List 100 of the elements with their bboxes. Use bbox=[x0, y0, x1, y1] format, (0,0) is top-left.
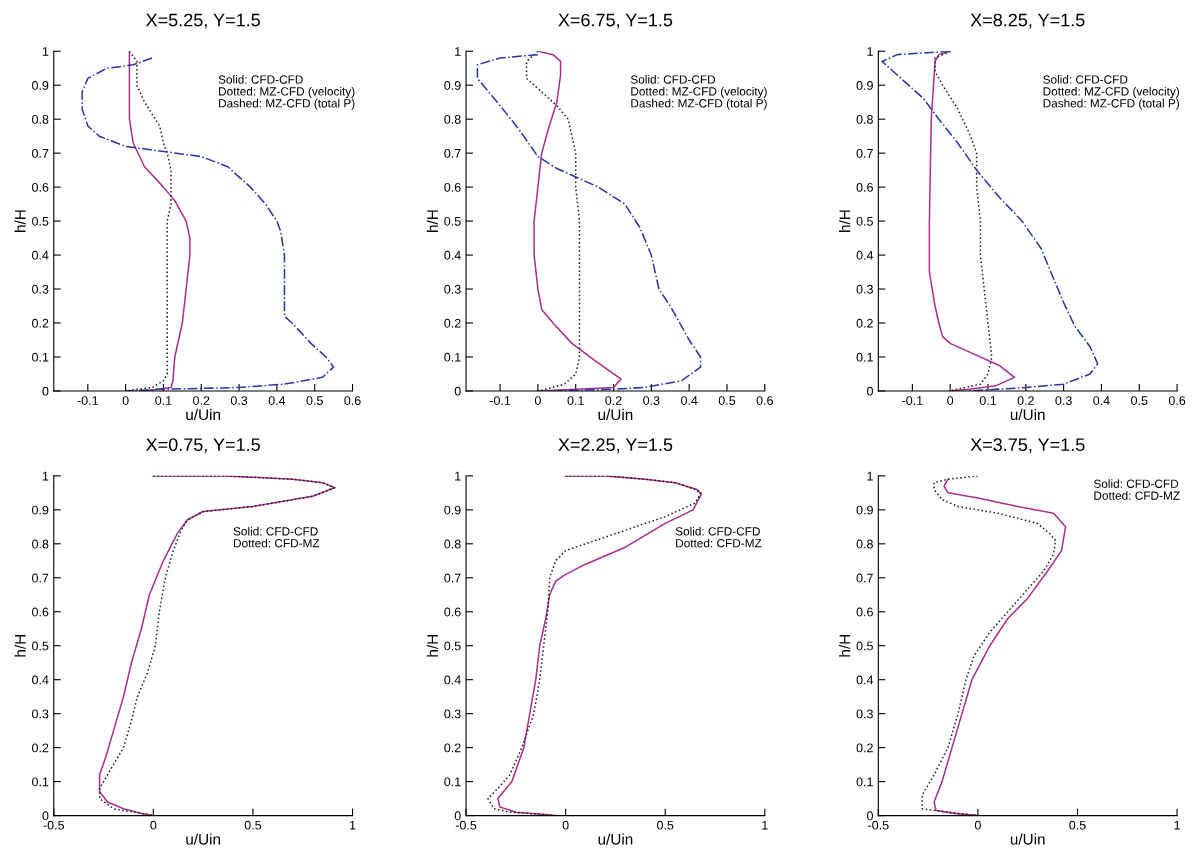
x-tick-label: 0.1 bbox=[155, 396, 172, 405]
annotation: Dotted: MZ-CFD (velocity) bbox=[1043, 86, 1179, 98]
x-tick-label: 0.4 bbox=[680, 396, 698, 405]
line-series bbox=[525, 51, 581, 391]
y-tick-label: 0.9 bbox=[32, 81, 49, 90]
y-tick-label: 0.1 bbox=[856, 352, 873, 362]
y-tick-label: 0.6 bbox=[444, 607, 461, 617]
x-tick-label: 0 bbox=[562, 820, 569, 830]
y-tick-label: 0.9 bbox=[856, 81, 873, 90]
y-tick-label: 0.8 bbox=[856, 539, 873, 549]
x-tick-label: 0 bbox=[150, 820, 157, 830]
annotation: Dashed: MZ-CFD (total P) bbox=[219, 98, 355, 110]
chart-title: X=6.75, Y=1.5 bbox=[558, 13, 673, 29]
y-tick-label: 0 bbox=[867, 811, 873, 821]
x-tick-label: 0.4 bbox=[268, 396, 286, 405]
x-tick-label: -0.5 bbox=[43, 820, 65, 830]
x-tick-label: -0.5 bbox=[868, 820, 889, 830]
x-axis-title: u/Uin bbox=[1010, 408, 1045, 421]
annotation: Dotted: MZ-CFD (velocity) bbox=[219, 86, 355, 98]
annotation: Dotted: CFD-MZ bbox=[233, 538, 320, 548]
y-tick-label: 0 bbox=[867, 386, 873, 396]
y-tick-label: 0.1 bbox=[856, 777, 873, 787]
y-tick-label: 0.2 bbox=[856, 743, 873, 753]
y-axis-title: h/H bbox=[426, 635, 439, 657]
x-tick-label: -0.5 bbox=[455, 820, 477, 830]
y-tick-label: 0.1 bbox=[32, 352, 49, 362]
x-tick-label: 0 bbox=[122, 396, 129, 405]
x-axis-title: u/Uin bbox=[598, 833, 633, 845]
y-tick-label: 0.3 bbox=[444, 709, 461, 719]
y-tick-label: 0.5 bbox=[856, 216, 873, 226]
y-tick-label: 0.5 bbox=[444, 216, 461, 226]
x-tick-label: 0.2 bbox=[605, 396, 622, 405]
x-tick-label: 0.5 bbox=[718, 396, 736, 405]
annotation: Dotted: CFD-MZ bbox=[676, 538, 762, 548]
y-tick-label: 0.3 bbox=[32, 284, 49, 294]
x-axis-title: u/Uin bbox=[1010, 833, 1045, 845]
y-tick-label: 0.7 bbox=[856, 148, 873, 158]
y-tick-label: 0.3 bbox=[444, 284, 461, 294]
y-tick-label: 0.2 bbox=[444, 318, 461, 328]
x-tick-label: 0.5 bbox=[244, 820, 262, 830]
x-tick-label: 0 bbox=[974, 820, 981, 830]
x-axis-title: u/Uin bbox=[186, 833, 220, 845]
x-tick-label: 0.6 bbox=[1168, 396, 1186, 405]
x-tick-label: 0 bbox=[534, 396, 541, 405]
y-axis-title: h/H bbox=[14, 635, 26, 657]
annotation: Solid: CFD-CFD bbox=[675, 526, 760, 536]
x-axis-title: u/Uin bbox=[598, 408, 633, 421]
y-tick-label: 0 bbox=[42, 386, 49, 396]
x-tick-label: 0.3 bbox=[1055, 396, 1072, 405]
x-tick-label: 0.1 bbox=[979, 396, 997, 405]
y-tick-label: 0.2 bbox=[32, 743, 49, 753]
y-tick-label: 0.5 bbox=[856, 641, 873, 651]
annotation: Solid: CFD-CFD bbox=[1093, 479, 1179, 488]
x-tick-label: 0.2 bbox=[1017, 396, 1034, 405]
x-tick-label: -0.1 bbox=[77, 396, 98, 405]
x-tick-label: 0.5 bbox=[657, 820, 674, 830]
y-tick-label: 0.5 bbox=[32, 641, 49, 651]
y-tick-label: 0.7 bbox=[32, 148, 49, 158]
annotation: Solid: CFD-CFD bbox=[233, 526, 318, 536]
annotation: Solid: CFD-CFD bbox=[1043, 75, 1128, 84]
y-tick-label: 0.8 bbox=[856, 114, 873, 124]
y-tick-label: 1 bbox=[455, 471, 461, 481]
y-tick-label: 0.3 bbox=[32, 709, 49, 719]
y-tick-label: 0.7 bbox=[444, 148, 461, 158]
y-tick-label: 0 bbox=[454, 386, 461, 396]
y-axis-title: h/H bbox=[839, 635, 851, 657]
annotation: Dotted: CFD-MZ bbox=[1094, 491, 1180, 500]
y-tick-label: 0.9 bbox=[856, 505, 873, 515]
annotation: Dashed: MZ-CFD (total P) bbox=[631, 98, 767, 110]
line-series bbox=[98, 475, 336, 816]
y-tick-label: 0.2 bbox=[856, 318, 873, 328]
y-tick-label: 0.7 bbox=[856, 573, 873, 583]
y-tick-label: 0.3 bbox=[856, 709, 873, 719]
x-tick-label: 1 bbox=[350, 820, 356, 830]
y-tick-label: 0.5 bbox=[444, 641, 461, 651]
y-tick-label: 1 bbox=[867, 47, 873, 56]
y-tick-label: 0.9 bbox=[444, 505, 461, 515]
y-tick-label: 0.5 bbox=[32, 216, 49, 226]
y-tick-label: 1 bbox=[867, 471, 873, 481]
y-tick-label: 0.1 bbox=[32, 777, 49, 787]
y-tick-label: 0.4 bbox=[444, 675, 461, 685]
x-tick-label: 1 bbox=[762, 820, 768, 830]
line-series bbox=[933, 478, 1067, 816]
annotation: Dotted: MZ-CFD (velocity) bbox=[631, 86, 767, 98]
y-axis-title: h/H bbox=[426, 210, 439, 232]
annotation: Solid: CFD-CFD bbox=[218, 75, 303, 84]
x-tick-label: 0.5 bbox=[1131, 396, 1148, 405]
y-tick-label: 0.6 bbox=[32, 182, 49, 192]
chart-title: X=2.25, Y=1.5 bbox=[558, 438, 673, 454]
x-tick-label: 0.1 bbox=[567, 396, 584, 405]
y-tick-label: 0.8 bbox=[444, 539, 461, 549]
y-tick-label: 1 bbox=[42, 471, 49, 481]
x-tick-label: 0.4 bbox=[1093, 396, 1110, 405]
y-tick-label: 0.6 bbox=[856, 182, 873, 192]
y-tick-label: 0.4 bbox=[32, 675, 49, 685]
line-series bbox=[934, 51, 993, 391]
x-tick-label: 0 bbox=[947, 396, 954, 405]
y-tick-label: 0.2 bbox=[32, 318, 49, 328]
line-series bbox=[928, 51, 1016, 391]
y-tick-label: 0 bbox=[42, 811, 49, 821]
